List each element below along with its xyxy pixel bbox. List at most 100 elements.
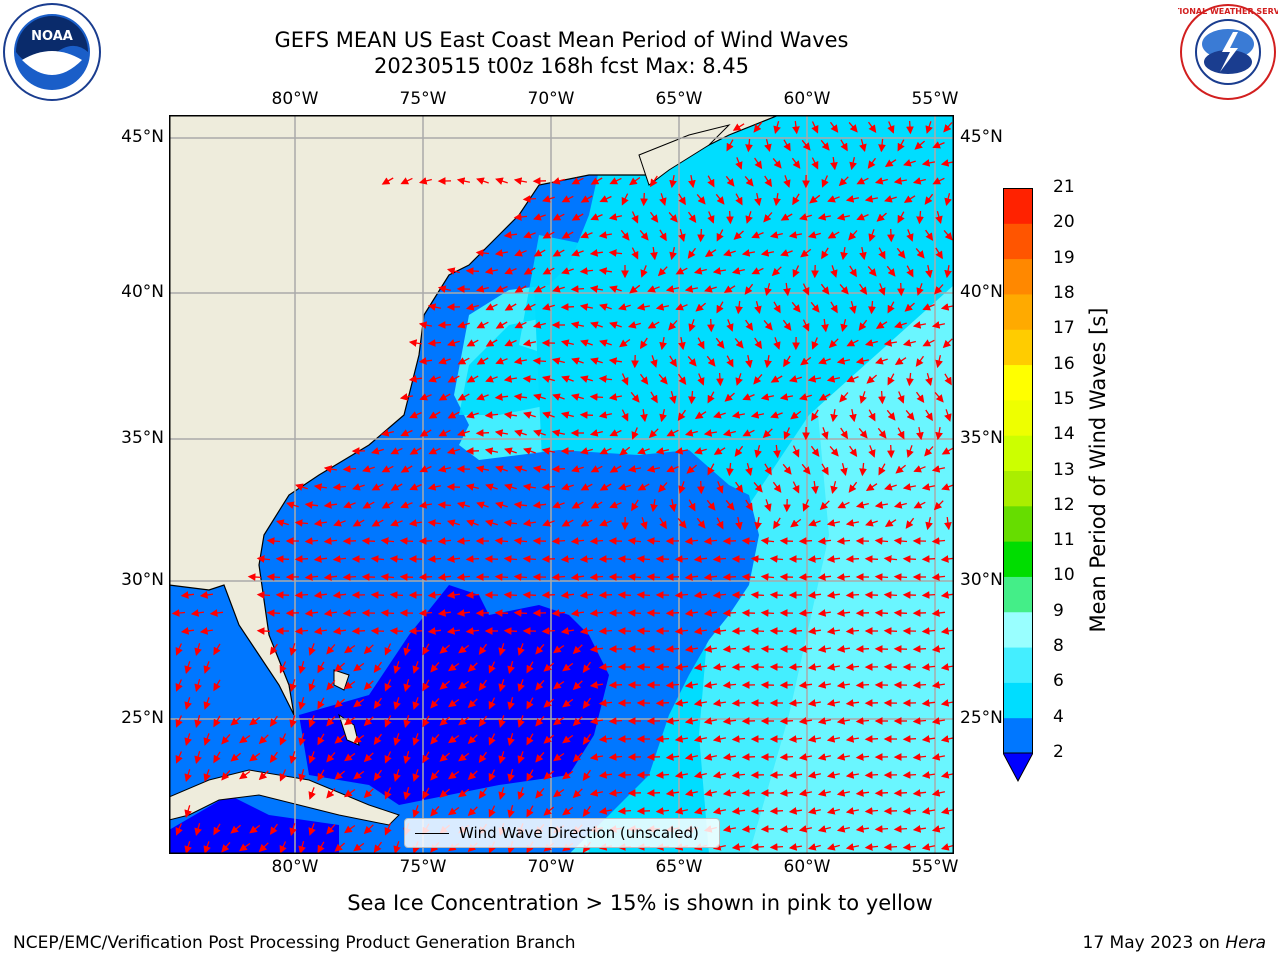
wind-wave-arrow [249, 752, 261, 762]
wind-wave-arrow [764, 499, 772, 512]
wind-wave-arrow [609, 285, 622, 293]
wind-wave-arrow [456, 609, 471, 617]
wind-wave-arrow [427, 483, 442, 491]
wind-wave-arrow [256, 591, 271, 599]
wind-wave-arrow [788, 375, 802, 383]
wind-wave-arrow [640, 192, 648, 207]
wind-wave-arrow [742, 429, 755, 437]
wind-wave-arrow [279, 733, 287, 746]
wind-wave-arrow [649, 175, 658, 188]
wind-wave-arrow [289, 643, 297, 656]
wind-wave-arrow [571, 213, 584, 221]
wind-wave-arrow [723, 285, 736, 293]
wind-wave-arrow [373, 697, 383, 709]
wind-wave-arrow [839, 392, 849, 403]
wind-wave-arrow [935, 211, 943, 225]
wind-wave-arrow [808, 519, 821, 527]
wind-wave-arrow [855, 501, 869, 509]
wind-wave-arrow [639, 229, 649, 241]
wind-wave-arrow [722, 717, 737, 725]
wind-wave-arrow [684, 717, 699, 725]
wind-wave-arrow [731, 411, 746, 419]
wind-wave-arrow [828, 338, 839, 349]
wind-wave-arrow [352, 519, 365, 527]
wind-wave-arrow [836, 825, 850, 833]
wind-wave-arrow [298, 697, 306, 711]
wind-wave-arrow [542, 411, 555, 419]
noaa-logo: NOAA [3, 3, 101, 101]
wind-wave-arrow [912, 645, 927, 653]
wind-wave-arrow [817, 717, 832, 725]
wind-wave-arrow [400, 429, 413, 437]
wind-wave-arrow [741, 789, 756, 797]
wind-wave-arrow [553, 644, 565, 654]
wind-wave-arrow [437, 573, 452, 581]
wind-wave-arrow [941, 483, 954, 491]
wind-wave-arrow [475, 249, 490, 257]
wind-wave-arrow [363, 824, 374, 835]
colorbar-segment [1003, 541, 1033, 577]
wind-wave-arrow [807, 663, 821, 671]
wind-wave-arrow [456, 177, 471, 185]
wind-wave-arrow [811, 121, 819, 134]
wind-wave-arrow [389, 591, 404, 599]
wind-wave-arrow [735, 373, 743, 386]
wind-wave-arrow [722, 429, 736, 437]
wind-wave-arrow [373, 769, 383, 781]
nws-logo: NATIONAL WEATHER SERVICE [1178, 4, 1278, 100]
wind-wave-arrow [249, 716, 261, 726]
wind-wave-arrow [533, 393, 546, 401]
wind-wave-arrow [764, 354, 772, 369]
wind-wave-arrow [560, 303, 575, 311]
wind-wave-arrow [467, 770, 478, 780]
wind-wave-arrow [864, 195, 879, 203]
wind-wave-arrow [659, 336, 667, 351]
wind-wave-arrow [504, 339, 517, 347]
wind-wave-arrow [317, 769, 325, 782]
wind-wave-arrow [906, 229, 914, 242]
wind-wave-arrow [617, 771, 632, 779]
wind-wave-arrow [428, 447, 441, 455]
wind-wave-arrow [572, 644, 583, 655]
wind-wave-arrow [476, 321, 489, 329]
wind-wave-arrow [716, 372, 724, 387]
wind-wave-arrow [373, 733, 383, 745]
wind-wave-arrow [639, 337, 648, 350]
wind-wave-arrow [289, 823, 297, 836]
wind-wave-arrow [446, 519, 460, 527]
wind-wave-arrow [571, 249, 584, 257]
wind-wave-arrow [762, 428, 773, 439]
wind-wave-arrow [620, 229, 630, 241]
wind-wave-arrow [190, 609, 204, 617]
wind-wave-arrow [903, 159, 916, 167]
wind-wave-arrow [333, 519, 346, 527]
wind-wave-arrow [507, 697, 515, 711]
wind-wave-arrow [809, 194, 821, 204]
wind-wave-arrow [498, 787, 506, 800]
wind-wave-arrow [817, 825, 831, 833]
wind-wave-arrow [884, 483, 897, 491]
wind-wave-arrow [412, 733, 420, 746]
colorbar-segment [1003, 647, 1033, 683]
wind-wave-arrow [940, 627, 954, 635]
wind-wave-arrow [845, 627, 860, 635]
wind-wave-arrow [467, 662, 478, 672]
wind-wave-arrow [931, 645, 945, 653]
lat-label-right: 30°N [960, 570, 1003, 590]
wind-wave-arrow [883, 555, 898, 563]
wind-wave-arrow [886, 265, 896, 277]
wind-wave-arrow [609, 501, 622, 509]
wind-wave-arrow [258, 770, 269, 781]
wind-wave-arrow [580, 483, 593, 491]
wind-wave-arrow [541, 483, 556, 491]
wind-wave-arrow [878, 463, 886, 476]
wind-wave-arrow [498, 715, 506, 728]
wind-wave-arrow [769, 591, 784, 599]
wind-wave-arrow [741, 825, 756, 833]
colorbar-tick-label: 10 [1053, 565, 1075, 586]
wind-wave-arrow [636, 627, 651, 635]
wind-wave-arrow [446, 591, 460, 599]
wind-wave-arrow [750, 555, 765, 563]
wind-wave-arrow [884, 195, 897, 203]
wind-wave-arrow [916, 426, 924, 441]
